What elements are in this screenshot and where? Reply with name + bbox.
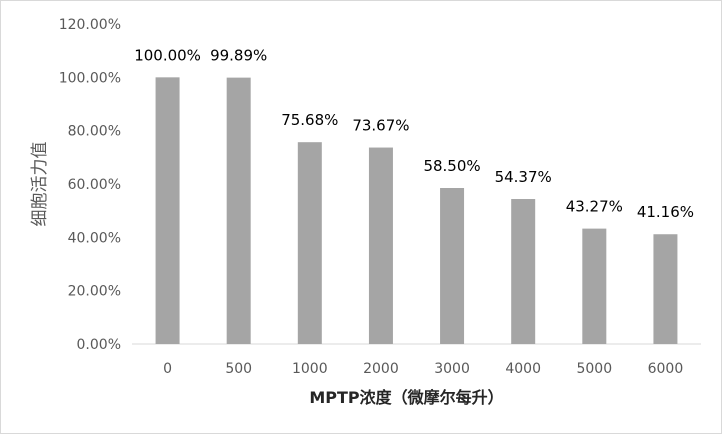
data-label: 73.67% bbox=[352, 117, 409, 135]
x-axis-title: MPTP浓度（微摩尔每升） bbox=[309, 388, 503, 407]
bar bbox=[653, 234, 678, 344]
data-label: 100.00% bbox=[134, 46, 201, 64]
bar-series bbox=[155, 77, 678, 345]
data-label: 99.89% bbox=[210, 47, 267, 65]
bar bbox=[582, 228, 607, 344]
y-axis-ticks: 0.00% 20.00% 40.00% 60.00% 80.00% 100.00% 120.… bbox=[59, 17, 121, 353]
y-tick-label: 40.00% bbox=[68, 230, 121, 246]
bar bbox=[297, 142, 322, 344]
x-tick-label: 3000 bbox=[434, 361, 470, 377]
data-label: 41.16% bbox=[637, 203, 694, 221]
x-axis-ticks: 0 500 1000 2000 3000 4000 5000 6000 bbox=[163, 361, 683, 377]
x-tick-label: 500 bbox=[225, 361, 252, 377]
x-tick-label: 6000 bbox=[648, 361, 684, 377]
bar bbox=[440, 188, 465, 344]
y-tick-label: 0.00% bbox=[77, 337, 121, 353]
bar bbox=[511, 199, 536, 344]
y-tick-label: 60.00% bbox=[68, 177, 121, 193]
y-tick-label: 80.00% bbox=[68, 124, 121, 140]
data-label: 58.50% bbox=[423, 157, 480, 175]
data-label: 43.27% bbox=[566, 198, 623, 216]
data-labels: 100.00% 99.89% 75.68% 73.67% 58.50% 54.37% 43.… bbox=[134, 46, 694, 221]
x-tick-label: 5000 bbox=[576, 361, 612, 377]
y-axis-title: 细胞活力值 bbox=[30, 142, 50, 227]
bar bbox=[155, 77, 180, 344]
data-label: 54.37% bbox=[495, 168, 552, 186]
x-tick-label: 2000 bbox=[363, 361, 399, 377]
y-tick-label: 20.00% bbox=[68, 284, 121, 300]
y-tick-label: 100.00% bbox=[59, 70, 121, 86]
bar bbox=[226, 77, 251, 345]
x-tick-label: 4000 bbox=[505, 361, 541, 377]
x-tick-label: 0 bbox=[163, 361, 172, 377]
x-tick-label: 1000 bbox=[292, 361, 328, 377]
data-label: 75.68% bbox=[281, 111, 338, 129]
bar bbox=[368, 147, 393, 344]
y-tick-label: 120.00% bbox=[59, 17, 121, 33]
